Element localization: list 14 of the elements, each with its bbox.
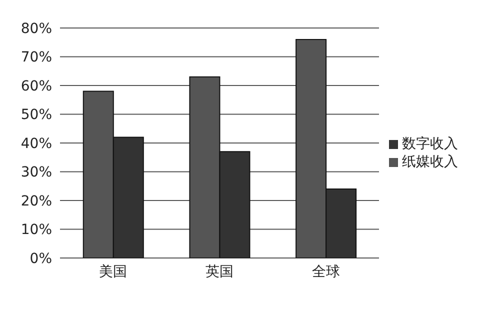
y-tick-label: 50%	[20, 107, 52, 124]
legend-label: 数字收入	[402, 136, 458, 152]
y-tick-label: 70%	[20, 50, 52, 66]
x-tick-label: 英国	[206, 264, 234, 280]
legend-label: 纸媒收入	[402, 154, 458, 170]
y-tick-label: 40%	[20, 136, 52, 152]
x-tick-label: 美国	[99, 264, 128, 280]
y-tick-label: 20%	[20, 193, 52, 210]
y-tick-label: 60%	[20, 78, 52, 94]
y-tick-label: 80%	[20, 20, 52, 37]
y-tick-label: 10%	[20, 222, 52, 238]
x-tick-label: 全球	[312, 264, 340, 280]
y-tick-label: 30%	[20, 164, 52, 181]
y-tick-label: 0%	[30, 250, 52, 267]
